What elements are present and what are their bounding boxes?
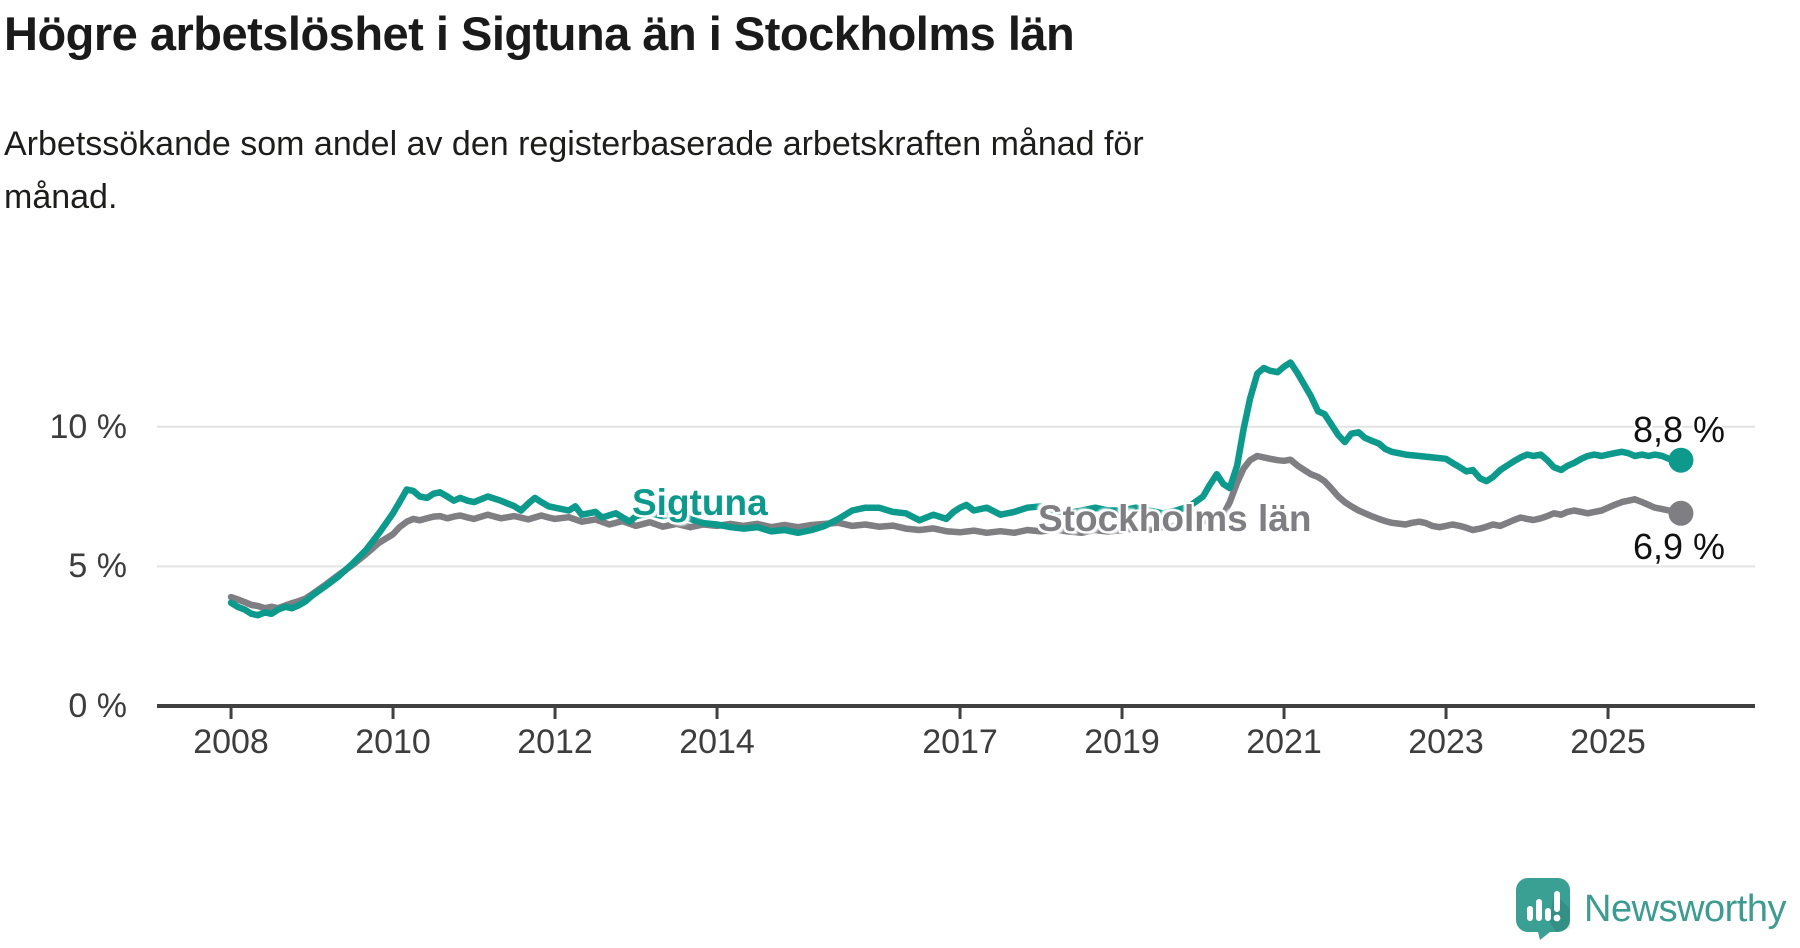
logo-wordmark: Newsworthy (1584, 887, 1786, 930)
x-tick-label: 2012 (517, 723, 593, 761)
page-title: Högre arbetslöshet i Sigtuna än i Stockh… (4, 7, 1075, 60)
x-axis (157, 704, 1755, 719)
chart-subtitle: Arbetssökande som andel av den registerb… (4, 125, 1144, 217)
series-label-stockholms-lan: Stockholms län (1038, 498, 1312, 539)
x-tick-label: 2008 (193, 723, 269, 761)
series-line-stockholms-l-n (227, 452, 1685, 612)
branding: Newsworthy (1516, 878, 1786, 940)
x-tick-label: 2010 (355, 723, 431, 761)
x-tick-label: 2014 (679, 723, 755, 761)
x-tick-label: 2025 (1570, 723, 1646, 761)
series-end-dot (1668, 447, 1694, 473)
series-label-sigtuna: Sigtuna (632, 482, 768, 523)
series-line-sigtuna (227, 359, 1685, 619)
x-tick-label: 2017 (922, 723, 998, 761)
x-tick-label: 2019 (1084, 723, 1160, 761)
y-tick-label: 0 % (68, 687, 127, 725)
end-value-label-sigtuna: 8,8 % (1632, 409, 1725, 450)
x-tick-label: 2021 (1246, 723, 1322, 761)
x-tick-label: 2023 (1408, 723, 1484, 761)
series-lines (227, 359, 1685, 619)
gridlines (157, 425, 1755, 568)
series-end-dot (1668, 500, 1694, 526)
speech-bubble-chart-icon (1516, 878, 1571, 940)
series-end-dots (1668, 447, 1694, 526)
y-tick-label: 5 % (68, 547, 127, 586)
y-tick-label: 10 % (49, 407, 128, 446)
end-value-label-stockholms-lan: 6,9 % (1632, 526, 1725, 567)
